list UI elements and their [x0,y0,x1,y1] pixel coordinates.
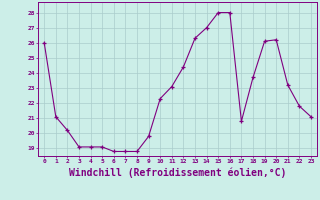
X-axis label: Windchill (Refroidissement éolien,°C): Windchill (Refroidissement éolien,°C) [69,167,286,178]
